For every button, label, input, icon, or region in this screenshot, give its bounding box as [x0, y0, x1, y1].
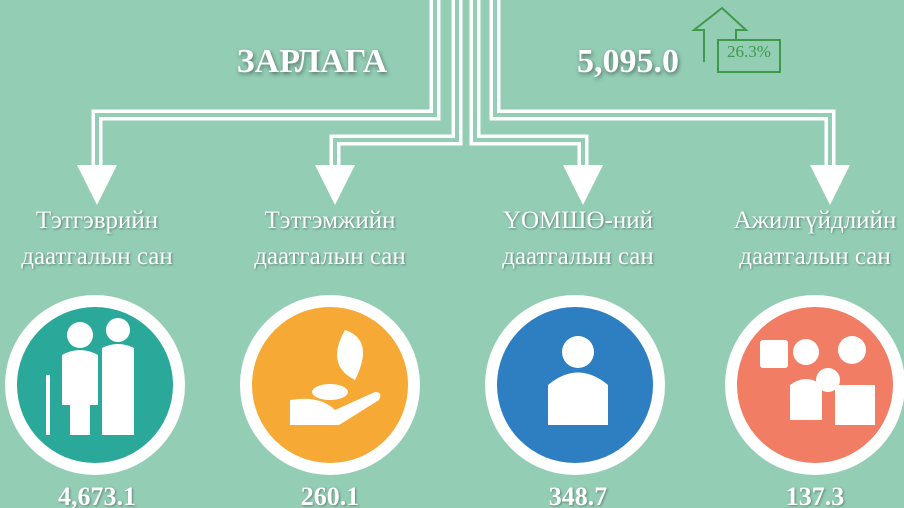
icons: [46, 318, 875, 435]
up-arrow: [691, 6, 781, 73]
item-value: 137.3: [786, 482, 845, 508]
item-label: Ажилгүйдлийн: [734, 207, 897, 234]
item-label: даатгалын сан: [739, 243, 891, 270]
title: ЗАРЛАГА: [237, 43, 388, 80]
item-label: даатгалын сан: [254, 243, 406, 270]
item-label: даатгалын сан: [502, 243, 654, 270]
item-label: Тэтгэмжийн: [265, 207, 396, 234]
item-label: ҮОМШӨ-ний: [503, 207, 653, 234]
total: 5,095.0: [577, 43, 679, 80]
circles: [5, 295, 904, 475]
pipes: [77, 0, 850, 205]
item-value: 348.7: [549, 482, 608, 508]
item-value: 4,673.1: [58, 482, 136, 508]
item-label: Тэтгэврийн: [36, 207, 158, 234]
item-value: 260.1: [301, 482, 360, 508]
item-label: даатгалын сан: [21, 243, 173, 270]
change: 26.3%: [727, 42, 771, 61]
